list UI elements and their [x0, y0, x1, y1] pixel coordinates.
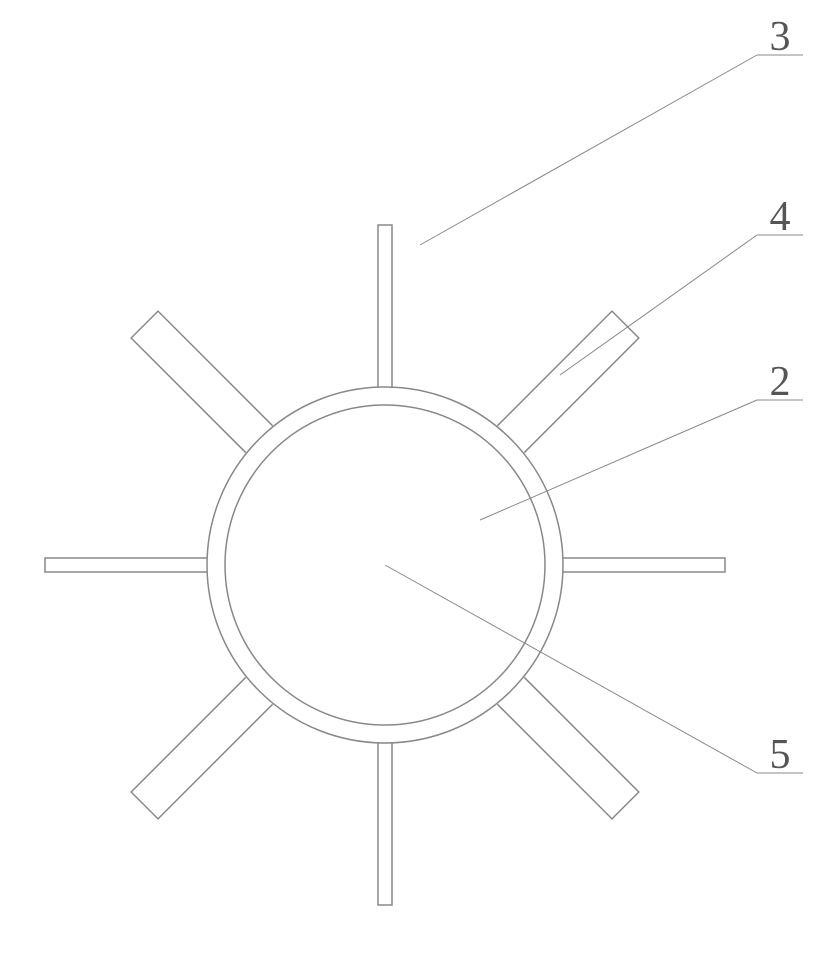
label-2: 2: [770, 359, 791, 405]
label-5: 5: [770, 732, 791, 778]
thin-spoke: [563, 558, 725, 572]
thin-spoke: [45, 558, 207, 572]
thin-spoke: [378, 743, 392, 905]
label-3: 3: [770, 14, 791, 60]
label-4: 4: [770, 194, 791, 240]
thin-spoke: [378, 225, 392, 387]
